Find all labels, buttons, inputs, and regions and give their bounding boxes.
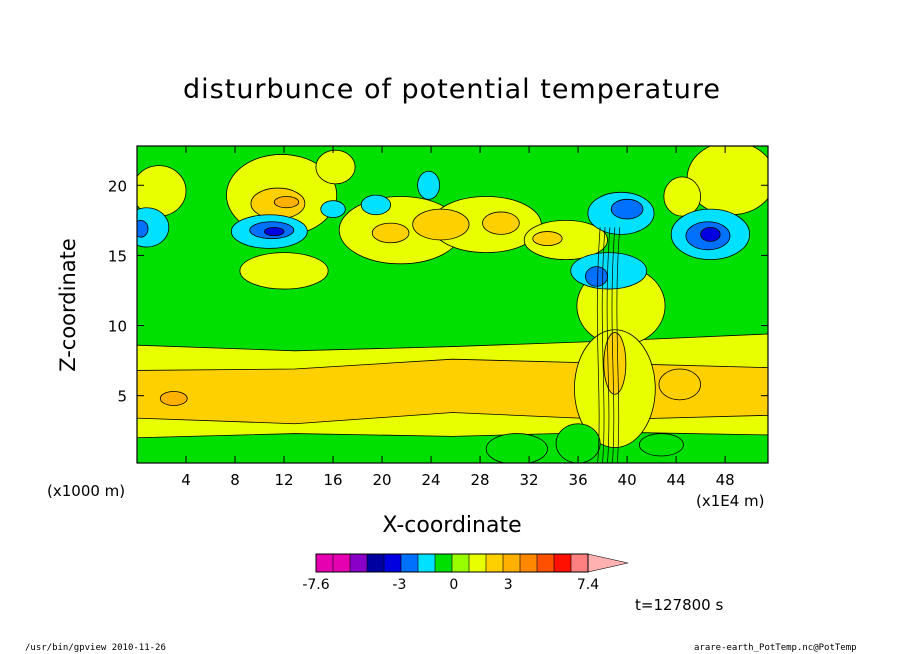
contour-region-darkblue xyxy=(700,226,721,242)
x-tick-label: 4 xyxy=(181,471,191,489)
x-axis-unit: (x1E4 m) xyxy=(696,492,765,510)
x-tick-label: 36 xyxy=(569,471,588,489)
contour-region-orange xyxy=(412,208,470,241)
x-tick-label: 48 xyxy=(716,471,735,489)
contour-region-darkorange xyxy=(273,196,300,209)
contour-region-yellow xyxy=(315,149,356,185)
contour-region-orange xyxy=(658,368,702,401)
plot-frame xyxy=(136,145,769,464)
colorbar-label: -7.6 xyxy=(302,577,329,593)
colorbar-swatch xyxy=(468,553,487,573)
colorbar-label: -3 xyxy=(392,577,406,593)
x-tick-label: 24 xyxy=(422,471,441,489)
x-tick-label: 32 xyxy=(520,471,539,489)
contour-region-yellow xyxy=(663,176,702,217)
colorbar-swatch xyxy=(451,553,470,573)
colorbar-swatch xyxy=(502,553,521,573)
contour-region-blue xyxy=(585,266,608,287)
x-tick-label: 12 xyxy=(274,471,293,489)
time-label: t=127800 s xyxy=(635,596,724,614)
contour-region-green xyxy=(485,433,548,463)
colorbar-swatch xyxy=(485,553,504,573)
footer-left: /usr/bin/gpview 2010-11-26 xyxy=(25,643,166,653)
colorbar: -7.6 -3 0 3 7.4 xyxy=(302,553,629,593)
colorbar-swatch xyxy=(519,553,538,573)
contour-region-darkblue xyxy=(264,226,285,237)
y-axis-unit: (x1000 m) xyxy=(47,482,126,500)
colorbar-label: 0 xyxy=(449,577,458,593)
contour-region-cyan xyxy=(320,200,346,218)
y-tick-label: 10 xyxy=(108,318,127,336)
contour-region-blue xyxy=(137,219,149,238)
x-tick-label: 16 xyxy=(323,471,342,489)
colorbar-swatch xyxy=(315,553,334,573)
chart-title: disturbunce of potential temperature xyxy=(183,74,721,105)
x-tick-label: 44 xyxy=(667,471,686,489)
contour-region-cyan xyxy=(570,252,648,290)
colorbar-label: 7.4 xyxy=(577,577,599,593)
contour-region-yellow xyxy=(239,252,329,290)
x-tick-label: 20 xyxy=(373,471,392,489)
contour-region-darkorange xyxy=(159,391,188,406)
colorbar-swatch xyxy=(366,553,385,573)
x-tick-label: 28 xyxy=(471,471,490,489)
contour-region-cyan xyxy=(137,207,170,248)
contour-region-cyan xyxy=(417,170,441,200)
colorbar-swatch xyxy=(349,553,368,573)
footer-right: arare-earth_PotTemp.nc@PotTemp xyxy=(694,643,857,653)
colorbar-extend-arrow xyxy=(587,553,629,573)
x-tick-label: 40 xyxy=(618,471,637,489)
disturbance-column xyxy=(596,227,621,463)
y-tick-label: 15 xyxy=(108,247,127,265)
colorbar-swatch xyxy=(332,553,351,573)
colorbar-label: 3 xyxy=(504,577,513,593)
contour-region-yellow xyxy=(686,146,768,216)
contour-region-blue xyxy=(610,198,644,220)
contour-region-orange xyxy=(482,211,520,235)
y-axis-label: Z-coordinate xyxy=(56,238,80,372)
contour-region-orange xyxy=(371,222,410,244)
colorbar-swatch xyxy=(400,553,419,573)
colorbar-swatch xyxy=(417,553,436,573)
colorbar-swatch xyxy=(434,553,453,573)
colorbar-swatch xyxy=(553,553,572,573)
contour-region-cyan xyxy=(360,194,392,216)
contour-region-orange xyxy=(603,332,627,395)
colorbar-swatch xyxy=(570,553,589,573)
x-axis-label: X-coordinate xyxy=(382,513,522,538)
contour-region-orange xyxy=(532,231,563,246)
contour-region-yellow xyxy=(523,219,608,261)
y-tick-label: 20 xyxy=(108,177,127,195)
x-tick-label: 8 xyxy=(230,471,240,489)
colorbar-swatch xyxy=(536,553,555,573)
y-tick-label: 5 xyxy=(117,388,127,406)
colorbar-swatch xyxy=(383,553,402,573)
contour-region-green xyxy=(638,433,684,457)
